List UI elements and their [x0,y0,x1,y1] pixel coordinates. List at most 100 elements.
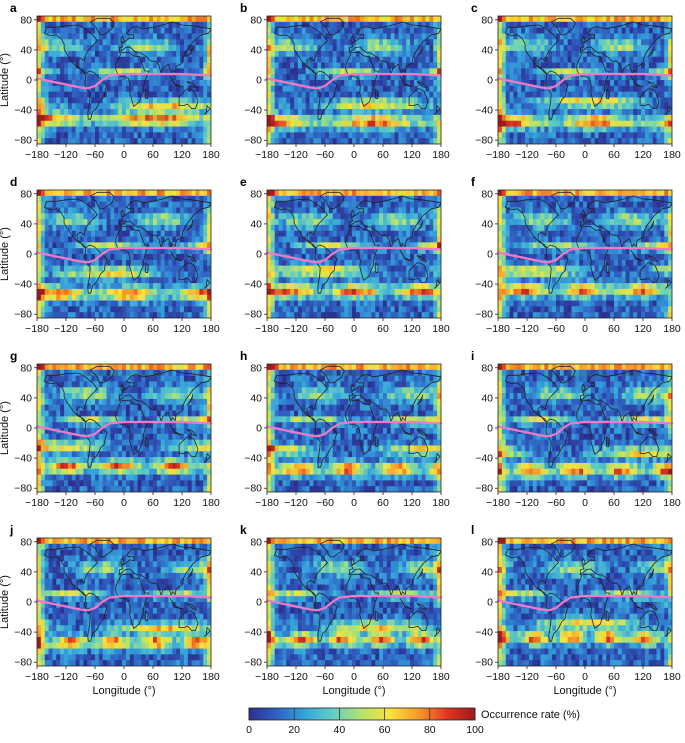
heatmap-cell [114,120,119,127]
heatmap-cell [309,132,314,139]
heatmap-cell [48,230,53,237]
heatmap-cell [187,190,193,197]
heatmap-cell [71,265,77,272]
heatmap-cell [625,132,630,139]
heatmap-cell [290,103,295,110]
heatmap-cell [267,27,272,34]
heatmap-cell [75,120,80,127]
heatmap-cell [509,68,514,75]
heatmap-cell [267,248,272,255]
heatmap-cell [398,201,403,208]
heatmap-cell [317,190,322,197]
heatmap-cell [156,306,162,313]
heatmap-cell [37,201,42,208]
heatmap-cell [375,114,380,122]
heatmap-cell [559,45,565,52]
heatmap-cell [106,85,111,93]
heatmap-cell [164,50,169,58]
heatmap-cell [390,236,395,243]
heatmap-cell [325,271,330,278]
heatmap-cell [410,33,415,40]
heatmap-cell [398,97,403,104]
heatmap-cell [40,195,46,203]
heatmap-cell [648,45,654,52]
heatmap-cell [610,138,615,144]
heatmap-cell [410,126,415,133]
heatmap-cell [180,62,185,69]
heatmap-cell [575,33,580,40]
heatmap-cell [505,97,510,104]
heatmap-cell [383,259,388,267]
heatmap-cell [183,277,189,284]
heatmap-cell [95,236,100,243]
heatmap-cell [321,132,326,139]
heatmap-cell [344,207,349,214]
heatmap-cell [528,16,534,23]
heatmap-cell [644,80,650,87]
heatmap-cell [402,283,407,290]
heatmap-cell [64,126,69,133]
heatmap-cell [305,97,310,104]
heatmap-cell [267,224,272,232]
heatmap-cell [195,254,200,261]
heatmap-cell [386,271,392,278]
heatmap-cell [290,236,295,243]
heatmap-cell [267,114,272,122]
heatmap-cell [40,16,46,23]
heatmap-cell [286,120,291,127]
heatmap-cell [37,306,42,313]
heatmap-cell [359,132,365,139]
heatmap-cell [180,109,185,116]
heatmap-cell [567,21,572,29]
heatmap-cell [297,45,303,52]
heatmap-cell [332,277,337,284]
heatmap-cell [498,68,503,75]
heatmap-cell [199,97,204,104]
heatmap-cell [290,195,295,203]
heatmap-cell [433,120,438,127]
heatmap-cell [60,213,65,220]
heatmap-cell [114,50,119,58]
heatmap-cell [621,103,626,110]
heatmap-cell [40,207,46,214]
heatmap-cell [106,190,111,197]
heatmap-cell [37,230,42,237]
heatmap-cell [548,45,553,52]
heatmap-cell [517,114,522,122]
heatmap-cell [83,80,88,87]
heatmap-cell [187,56,193,63]
heatmap-cell [176,213,181,220]
heatmap-cell [340,16,345,23]
heatmap-cell [91,16,96,23]
heatmap-cell [187,39,193,46]
heatmap-cell [274,201,279,208]
heatmap-cell [187,219,193,226]
heatmap-cell [344,277,349,284]
heatmap-cell [559,120,565,127]
heatmap-cell [332,132,337,139]
heatmap-cell [106,265,111,272]
heatmap-cell [390,224,395,232]
heatmap-cell [410,219,415,226]
heatmap-cell [394,120,399,127]
heatmap-cell [125,103,131,110]
heatmap-cell [501,68,507,75]
heatmap-cell [133,294,138,301]
heatmap-cell [60,265,65,272]
heatmap-cell [114,230,119,237]
heatmap-cell [348,300,353,307]
heatmap-cell [559,33,565,40]
heatmap-cell [297,230,303,237]
heatmap-cell [571,62,576,69]
heatmap-cell [660,21,665,29]
heatmap-cell [301,236,307,243]
heatmap-cell [40,80,46,87]
heatmap-cell [355,288,361,296]
heatmap-cell [525,120,530,127]
heatmap-cell [386,39,392,46]
heatmap-cell [544,50,549,58]
heatmap-cell [294,248,299,255]
heatmap-cell [37,259,42,267]
heatmap-cell [379,230,384,237]
